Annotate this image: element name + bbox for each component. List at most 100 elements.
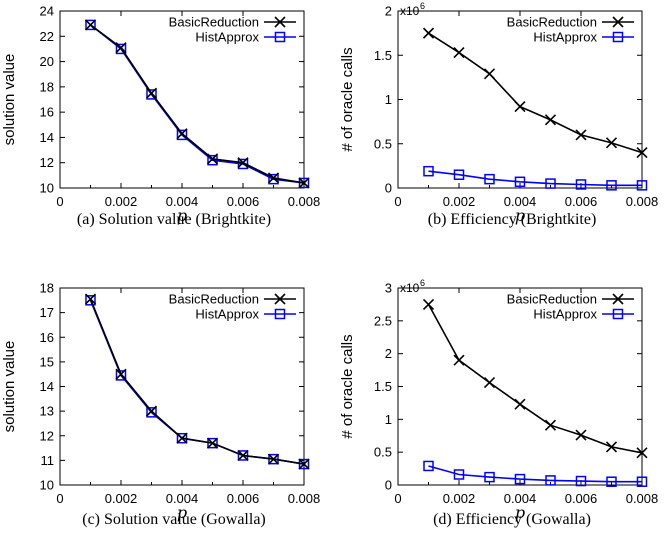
x-tick-label: 0.008 <box>288 491 321 506</box>
legend-marker-HistApprox <box>274 308 286 320</box>
chart-caption: (c) Solution value (Gowalla) <box>82 511 266 528</box>
y-tick-label: 2 <box>385 4 392 19</box>
data-point-BasicReduction <box>483 376 496 389</box>
y-tick-label: 22 <box>40 29 54 44</box>
data-point-BasicReduction-b <box>115 42 127 54</box>
data-point-HistApprox <box>453 469 465 480</box>
x-tick-label: 0.002 <box>105 194 138 209</box>
y-tick-label: 16 <box>40 330 54 345</box>
legend-marker-BasicReduction-b <box>612 293 624 305</box>
data-point-BasicReduction <box>544 114 557 126</box>
data-point-BasicReduction-b <box>115 368 127 380</box>
data-point-HistApprox <box>636 180 648 191</box>
legend-marker-HistApprox <box>612 31 624 43</box>
y-tick-label: 15 <box>40 354 54 369</box>
data-point-HistApprox <box>545 178 556 189</box>
data-point-HistApprox <box>237 158 249 170</box>
legend-marker-BasicReduction <box>612 293 624 305</box>
chart-caption: (a) Solution value (Brightkite) <box>77 211 271 228</box>
data-point-BasicReduction <box>206 153 219 165</box>
data-point-BasicReduction <box>514 101 526 113</box>
y-tick-label: 2.5 <box>374 313 392 328</box>
data-point-BasicReduction <box>298 458 310 470</box>
data-point-BasicReduction-b <box>145 87 158 99</box>
data-point-BasicReduction-b <box>575 429 587 441</box>
data-point-HistApprox <box>514 473 526 485</box>
chart-0: 10 12 14 16 18 20 22 24 0 0.002 0.004 0.006 0.008 sol… <box>1 4 320 229</box>
data-point-BasicReduction-b <box>483 68 496 80</box>
y-tick-label: 1 <box>385 412 392 427</box>
y-tick-label: 11 <box>41 453 55 468</box>
x-tick-label: 0.004 <box>504 194 537 209</box>
data-point-BasicReduction <box>514 398 526 410</box>
y-tick-label: 12 <box>40 155 54 170</box>
x-tick-label: 0.008 <box>626 194 659 209</box>
x-tick-label: 0 <box>394 491 401 506</box>
legend-label: HistApprox <box>533 30 597 45</box>
x-tick-label: 0.008 <box>288 194 321 209</box>
data-point-BasicReduction <box>115 368 127 380</box>
y-tick-label: 18 <box>40 281 54 296</box>
data-point-BasicReduction <box>84 19 97 31</box>
data-point-BasicReduction <box>636 147 648 159</box>
y-tick-label: 1.5 <box>374 48 392 63</box>
data-point-BasicReduction <box>176 432 188 444</box>
x-tick-label: 0 <box>56 194 63 209</box>
data-point-BasicReduction-b <box>544 114 557 126</box>
legend-marker-BasicReduction-b <box>274 16 286 28</box>
y-tick-label: 10 <box>40 478 54 493</box>
y-tick-label: 13 <box>40 404 54 419</box>
y-axis-label: # of oracle calls <box>339 334 356 438</box>
data-point-HistApprox <box>146 407 157 418</box>
data-point-BasicReduction <box>237 449 249 462</box>
data-point-BasicReduction-b <box>422 298 435 310</box>
data-point-BasicReduction-b <box>575 129 587 141</box>
data-point-BasicReduction <box>115 42 127 54</box>
data-point-BasicReduction-b <box>605 137 618 149</box>
data-point-BasicReduction <box>422 298 435 310</box>
x-axis-label: p <box>515 206 525 225</box>
data-point-HistApprox <box>575 179 587 190</box>
y-tick-label: 10 <box>40 181 54 196</box>
data-point-BasicReduction-b <box>206 153 219 165</box>
legend-label: BasicReduction <box>169 292 259 307</box>
y-tick-label: 14 <box>40 130 54 145</box>
data-point-HistApprox <box>115 43 127 55</box>
axis-multiplier-exponent: 6 <box>420 278 425 288</box>
legend-marker-HistApprox <box>274 31 286 43</box>
chart-1: 0 0.5 1 1.5 2 0 0.002 0.004 0.006 0.008 # of oracl… <box>339 1 658 228</box>
data-point-BasicReduction-b <box>605 441 618 453</box>
legend-label: HistApprox <box>195 30 259 45</box>
data-point-HistApprox <box>575 475 587 487</box>
legend-marker-BasicReduction <box>274 16 286 28</box>
data-point-HistApprox <box>85 19 96 31</box>
legend-marker-BasicReduction <box>274 293 286 305</box>
data-point-HistApprox <box>606 180 617 191</box>
data-point-BasicReduction <box>422 27 435 39</box>
data-point-BasicReduction-b <box>483 376 496 389</box>
legend-marker-BasicReduction-b <box>612 16 624 28</box>
data-point-BasicReduction-b <box>514 101 526 113</box>
series-line-BasicReduction <box>428 32 643 154</box>
axis-multiplier: x10 <box>400 281 420 295</box>
y-axis-label: # of oracle calls <box>339 47 356 151</box>
y-tick-label: 0 <box>385 478 392 493</box>
series-line-HistApprox <box>428 170 642 187</box>
axis-multiplier-exponent: 6 <box>420 1 425 11</box>
data-point-BasicReduction-b <box>267 453 280 465</box>
data-point-BasicReduction <box>298 177 310 189</box>
data-point-HistApprox <box>636 476 648 487</box>
data-point-HistApprox <box>146 89 157 100</box>
axis-multiplier: x10 <box>400 4 420 18</box>
data-point-HistApprox <box>85 295 96 306</box>
data-point-BasicReduction-b <box>237 157 249 169</box>
y-tick-label: 12 <box>40 428 54 443</box>
data-point-BasicReduction <box>605 441 618 453</box>
x-axis-label: p <box>177 503 187 522</box>
x-tick-label: 0 <box>394 194 401 209</box>
data-point-BasicReduction-b <box>176 432 188 444</box>
data-point-HistApprox <box>423 460 434 472</box>
y-tick-label: 0.5 <box>374 136 392 151</box>
data-point-BasicReduction-b <box>84 19 97 31</box>
